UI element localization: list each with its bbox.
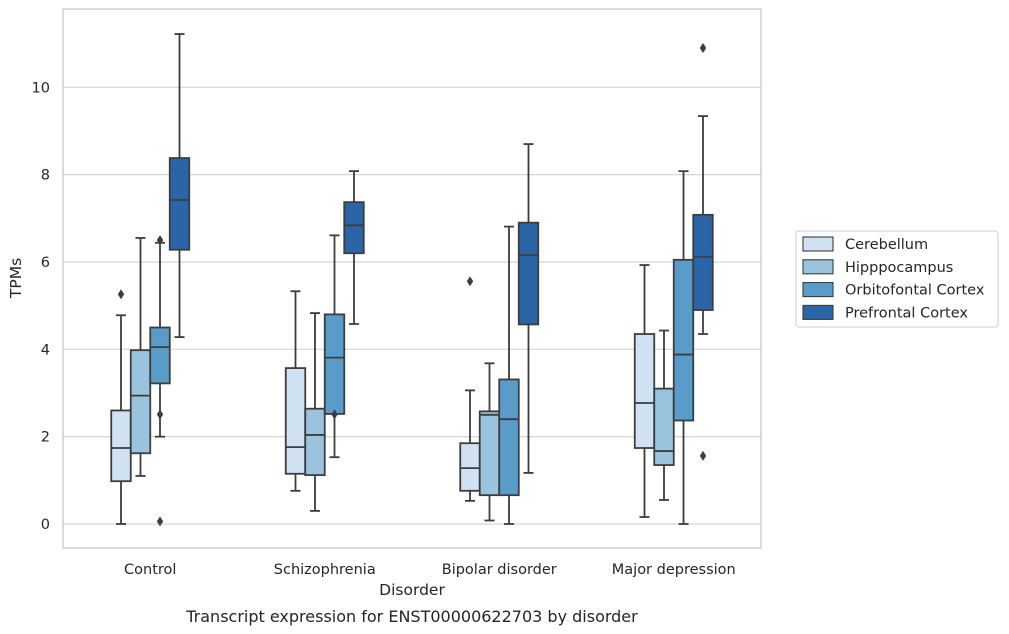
legend-swatch: [802, 304, 834, 320]
box-body: [304, 407, 326, 476]
box-body: [692, 213, 714, 311]
outlier-point: [156, 235, 164, 246]
outlier-point: [156, 516, 164, 527]
legend-label: Cerebellum: [845, 237, 928, 253]
y-tick-labels: 0 2 4 6 8 10: [32, 80, 50, 533]
box-body: [672, 258, 695, 422]
box-hipppocampus: [478, 362, 501, 522]
box-body: [110, 409, 132, 483]
legend-label: Prefrontal Cortex: [845, 305, 968, 321]
box-body: [149, 326, 171, 385]
legend-label: Hipppocampus: [845, 260, 953, 276]
outlier-point: [331, 409, 338, 420]
y-tick-label: 6: [41, 255, 50, 271]
box-body: [168, 157, 191, 251]
x-tick-label: Control: [124, 562, 176, 578]
x-axis-title: Disorder: [379, 581, 445, 599]
legend-frame: [795, 230, 999, 328]
box-orbitofontal-cortex: [323, 234, 346, 459]
box-hipppocampus: [653, 329, 675, 501]
box-hipppocampus: [129, 237, 152, 477]
box-orbitofontal-cortex: [672, 170, 695, 525]
outlier-point: [117, 289, 125, 300]
legend-swatch: [802, 259, 834, 275]
legend-swatch: [802, 236, 834, 252]
outlier-point: [699, 42, 707, 53]
y-tick-label: 8: [41, 168, 50, 184]
box-body: [478, 410, 501, 497]
legend-label: Orbitofontal Cortex: [845, 283, 985, 299]
legend: Cerebellum Hipppocampus Orbitofontal Corte…: [795, 230, 999, 328]
chart-caption: Transcript expression for ENST0000062270…: [185, 607, 638, 626]
outlier-point: [156, 409, 164, 420]
x-tick-labels: Control Schizophrenia Bipolar disorder Majo…: [124, 562, 736, 578]
box-body: [343, 201, 365, 255]
y-tick-label: 0: [41, 517, 50, 533]
box-prefrontal-cortex: [168, 33, 191, 338]
box-prefrontal-cortex: [692, 42, 714, 461]
plot-area: [63, 9, 761, 548]
legend-swatch: [802, 282, 834, 298]
outlier-point: [699, 450, 707, 461]
box-orbitofontal-cortex: [149, 235, 171, 527]
box-prefrontal-cortex: [343, 170, 365, 325]
boxes: [110, 33, 714, 527]
y-axis-title: TPMs: [7, 258, 25, 299]
box-body: [129, 349, 152, 455]
box-cerebellum: [459, 276, 481, 502]
y-tick-label: 4: [41, 342, 50, 358]
box-body: [498, 378, 520, 497]
box-hipppocampus: [304, 312, 326, 512]
box-body: [633, 333, 656, 449]
box-body: [284, 367, 307, 475]
box-prefrontal-cortex: [517, 143, 540, 474]
outlier-point: [466, 276, 474, 287]
y-tick-label: 10: [32, 80, 50, 96]
box-body: [459, 442, 481, 492]
box-orbitofontal-cortex: [498, 225, 520, 525]
x-tick-label: Schizophrenia: [274, 562, 376, 578]
plot-frame: [62, 8, 762, 549]
y-tick-label: 2: [41, 430, 50, 446]
box-body: [517, 221, 540, 326]
box-body: [653, 387, 675, 466]
x-tick-label: Bipolar disorder: [442, 562, 557, 578]
box-body: [323, 313, 346, 415]
box-cerebellum: [633, 264, 656, 518]
box-cerebellum: [110, 289, 132, 525]
x-tick-label: Major depression: [612, 562, 736, 578]
